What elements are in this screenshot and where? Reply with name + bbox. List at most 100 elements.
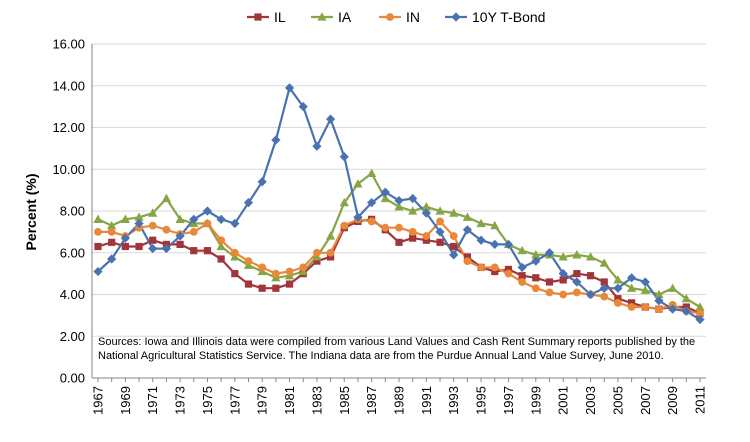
data-point-il (409, 234, 417, 242)
y-tick-label: 4.00 (60, 287, 85, 302)
y-tick-label: 12.00 (52, 120, 85, 135)
data-point-il (149, 236, 157, 244)
data-point-10y-t-bond (668, 304, 678, 314)
series-markers-in (94, 215, 704, 318)
data-point-in (614, 298, 622, 307)
y-tick-label: 8.00 (60, 204, 85, 219)
data-point-in (340, 221, 349, 230)
data-point-10y-t-bond (408, 193, 418, 204)
data-point-in (436, 217, 444, 226)
data-point-in (449, 232, 458, 240)
data-point-in (313, 248, 321, 257)
data-point-ia (462, 212, 473, 221)
data-point-ia (517, 245, 527, 255)
data-point-ia (394, 202, 404, 211)
data-point-in (367, 217, 376, 226)
data-point-il (600, 278, 608, 286)
data-point-il (395, 238, 403, 246)
x-tick-label: 1979 (255, 386, 270, 415)
data-point-ia (668, 283, 678, 292)
data-point-ia (421, 202, 431, 211)
data-point-10y-t-bond (613, 283, 623, 293)
data-point-ia (681, 293, 691, 303)
data-point-ia (449, 208, 459, 217)
y-tick-label: 2.00 (60, 329, 85, 344)
data-point-ia (325, 231, 336, 240)
data-point-in (463, 257, 472, 265)
data-point-il (532, 274, 540, 282)
data-point-il (190, 247, 198, 255)
y-tick-label: 0.00 (60, 371, 85, 386)
data-point-10y-t-bond (503, 239, 514, 249)
x-tick-label: 1967 (91, 386, 106, 415)
data-point-ia (175, 214, 185, 223)
data-point-ia (339, 197, 349, 207)
data-point-in (408, 227, 417, 236)
x-tick-label: 1985 (337, 386, 352, 415)
data-point-in (217, 236, 226, 245)
data-point-il (203, 247, 212, 255)
legend-swatch-marker (386, 13, 394, 21)
data-point-il (573, 270, 581, 278)
data-point-ia (585, 252, 596, 261)
y-tick-label: 14.00 (52, 78, 85, 93)
data-point-10y-t-bond (626, 273, 637, 283)
legend-label: IL (274, 9, 286, 25)
x-axis-ticks: 1967 1969 1971 1973 1975 1977 1979 1981 1983 1985… (91, 378, 708, 415)
data-point-in (422, 232, 431, 240)
data-point-il (450, 242, 458, 251)
data-point-in (203, 219, 212, 228)
data-point-in (107, 227, 116, 236)
legend-swatch-marker (451, 12, 461, 22)
data-point-in (572, 288, 581, 297)
x-tick-label: 2007 (638, 386, 653, 415)
data-point-in (655, 305, 663, 314)
x-tick-label: 1997 (501, 386, 516, 415)
data-point-il (504, 265, 513, 274)
data-point-in (477, 263, 485, 272)
data-point-ia (134, 212, 144, 221)
data-point-10y-t-bond (312, 141, 322, 151)
data-point-10y-t-bond (681, 306, 691, 316)
data-point-10y-t-bond (394, 195, 404, 206)
series-markers-10y-t-bond (93, 83, 705, 325)
x-tick-label: 1983 (309, 386, 324, 415)
legend-item-in: IN (379, 9, 420, 25)
data-point-10y-t-bond (243, 198, 254, 208)
data-point-10y-t-bond (544, 248, 555, 258)
data-point-10y-t-bond (695, 314, 705, 325)
data-point-10y-t-bond (271, 135, 281, 145)
data-point-10y-t-bond (161, 243, 172, 254)
x-tick-label: 1987 (364, 386, 379, 415)
data-point-il (518, 272, 526, 280)
data-point-il (422, 236, 430, 244)
data-point-il (94, 242, 102, 251)
data-point-10y-t-bond (189, 214, 199, 224)
data-point-in (258, 263, 267, 272)
data-point-ia (599, 258, 609, 267)
data-point-in (696, 309, 704, 318)
data-point-ia (613, 275, 623, 284)
data-point-in (148, 221, 157, 230)
y-tick-label: 16.00 (52, 37, 85, 52)
legend-item-il: IL (247, 9, 286, 25)
data-point-in (162, 225, 171, 234)
data-point-il (244, 280, 253, 288)
data-point-il (217, 255, 225, 263)
data-point-in (627, 303, 636, 311)
x-tick-label: 1969 (118, 386, 133, 415)
data-point-il (491, 267, 499, 276)
data-point-in (94, 227, 102, 236)
legend: IL IA IN 10Y T-Bond (247, 9, 545, 25)
x-tick-label: 1981 (282, 386, 297, 415)
data-point-ia (408, 206, 418, 215)
x-tick-label: 1975 (200, 386, 215, 415)
x-tick-label: 2011 (693, 386, 708, 414)
data-point-10y-t-bond (120, 233, 130, 243)
y-axis-label: Percent (%) (23, 173, 39, 250)
data-point-ia (216, 241, 226, 251)
x-tick-label: 1993 (446, 386, 461, 415)
data-point-ia (435, 206, 445, 215)
data-point-il (258, 284, 266, 292)
data-point-10y-t-bond (517, 262, 527, 272)
